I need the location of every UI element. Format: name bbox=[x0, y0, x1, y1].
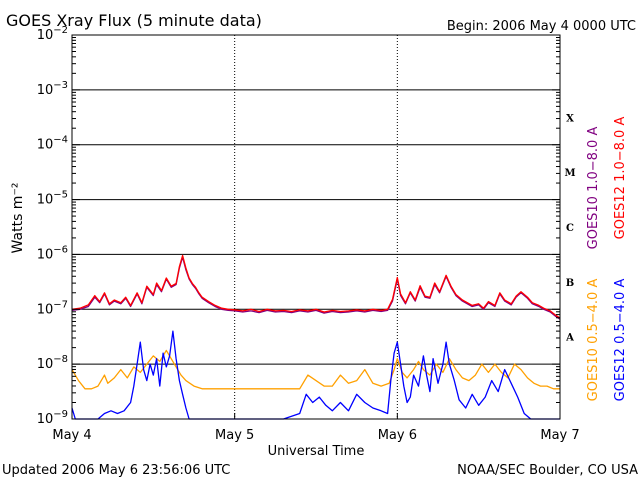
flare-class-label: C bbox=[566, 223, 574, 234]
updated-time: Updated 2006 May 6 23:56:06 UTC bbox=[2, 463, 230, 478]
flare-class-label: X bbox=[566, 113, 574, 124]
legend-entry: GOES10 0.5−4.0 A bbox=[586, 279, 601, 402]
series-line bbox=[71, 330, 560, 420]
chart-title: GOES Xray Flux (5 minute data) bbox=[6, 11, 262, 30]
y-tick-label: 10−9 bbox=[37, 409, 68, 427]
x-axis-label: Universal Time bbox=[268, 444, 365, 459]
begin-time: Begin: 2006 May 4 0000 UTC bbox=[447, 19, 636, 34]
y-tick-label: 10−4 bbox=[37, 135, 68, 153]
day-separators bbox=[234, 35, 398, 419]
y-tick-label: 10−3 bbox=[37, 80, 68, 98]
series-line bbox=[71, 349, 560, 390]
series-layer bbox=[71, 254, 561, 420]
series-line bbox=[71, 254, 561, 319]
x-tick-label: May 5 bbox=[215, 428, 254, 443]
x-tick-label: May 4 bbox=[52, 428, 91, 443]
y-tick-labels: 10−2 10−3 10−4 10−5 10−6 10−7 10−8 10−9 bbox=[37, 25, 68, 427]
legend-entry: GOES10 1.0−8.0 A bbox=[586, 127, 601, 250]
x-tick-label: May 7 bbox=[540, 428, 579, 443]
y-tick-label: 10−8 bbox=[37, 354, 68, 372]
legend: GOES10 1.0−8.0 A GOES12 1.0−8.0 A GOES10 0… bbox=[586, 117, 628, 402]
plot-frame bbox=[71, 34, 561, 420]
x-tick-labels: May 4 May 5 May 6 May 7 bbox=[52, 428, 579, 443]
flare-class-label: A bbox=[565, 333, 574, 344]
x-tick-label: May 6 bbox=[378, 428, 417, 443]
y-tick-label: 10−6 bbox=[37, 244, 68, 262]
series-line bbox=[71, 256, 561, 320]
flare-class-labels: X M C B A bbox=[564, 113, 575, 343]
y-axis-label: Watts m⁻² bbox=[10, 183, 26, 254]
y-tick-label: 10−7 bbox=[37, 299, 68, 317]
y-tick-label: 10−2 bbox=[37, 25, 68, 43]
decade-gridlines bbox=[72, 89, 560, 365]
legend-entry: GOES12 1.0−8.0 A bbox=[613, 117, 628, 240]
y-tick-label: 10−5 bbox=[37, 190, 68, 208]
legend-entry: GOES12 0.5−4.0 A bbox=[613, 279, 628, 402]
credit: NOAA/SEC Boulder, CO USA bbox=[457, 463, 638, 478]
flare-class-label: M bbox=[564, 168, 575, 179]
axis-ticks bbox=[71, 37, 561, 420]
flare-class-label: B bbox=[566, 278, 574, 289]
